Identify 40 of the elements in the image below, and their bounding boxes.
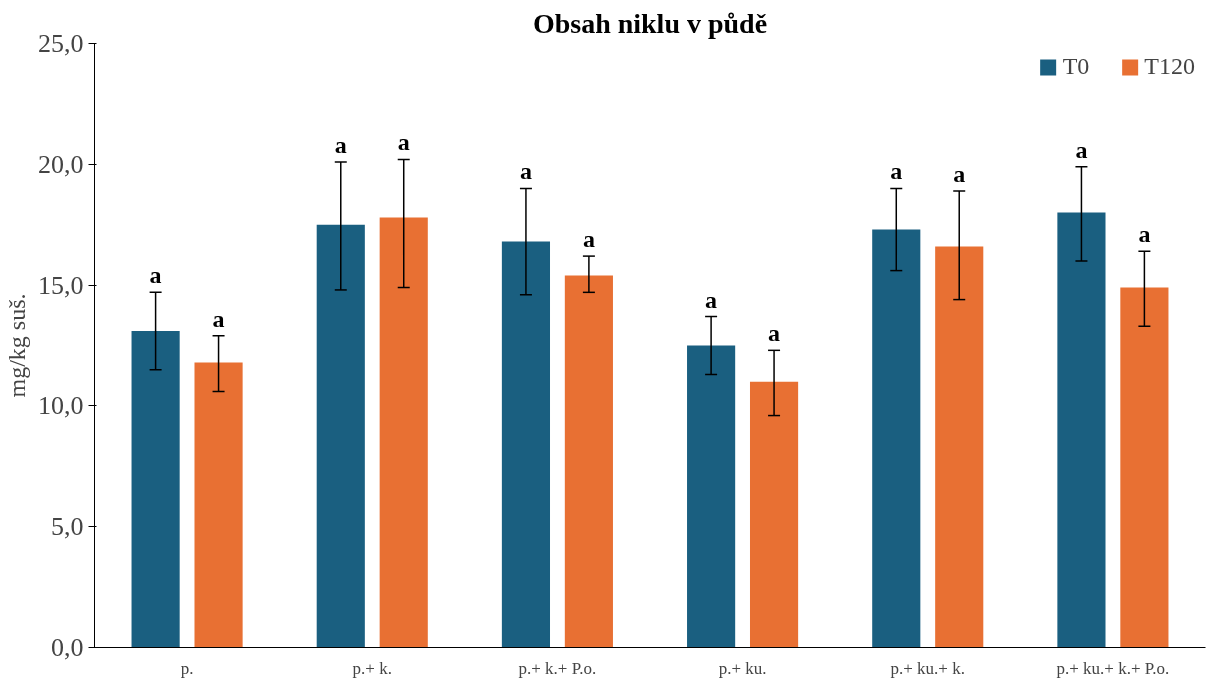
bar (1120, 287, 1169, 648)
bar (379, 217, 428, 648)
x-tick-label: p.+ k. (352, 658, 392, 678)
y-tick-label: 10,0 (38, 391, 84, 421)
data-label: a (582, 226, 595, 253)
data-label: a (519, 158, 532, 185)
y-tick-label: 15,0 (38, 270, 84, 300)
bar (131, 331, 180, 648)
bar (749, 381, 799, 648)
data-label: a (149, 262, 162, 289)
data-label: a (705, 286, 718, 313)
legend-label: T0 (1062, 53, 1090, 80)
bar (316, 224, 365, 648)
data-label: a (397, 129, 410, 156)
y-tick-label: 5,0 (51, 512, 84, 542)
bar (872, 229, 921, 648)
data-label: a (212, 305, 225, 332)
y-tick-label: 25,0 (38, 29, 84, 58)
legend-label: T120 (1144, 53, 1195, 80)
data-label: a (768, 320, 781, 347)
bar (194, 362, 243, 648)
bar (687, 345, 736, 648)
data-label: a (890, 158, 903, 185)
chart-title: Obsah niklu v půdě (532, 7, 768, 39)
data-label: a (1075, 136, 1088, 163)
x-tick-label: p.+ ku.+ k. (890, 658, 965, 678)
bar (1057, 212, 1106, 648)
data-label: a (1138, 221, 1151, 248)
data-label: a (334, 131, 347, 158)
y-axis-title: mg/kg suš. (4, 293, 30, 398)
y-tick-label: 0,0 (51, 633, 84, 662)
x-tick-label: p. (180, 658, 194, 678)
y-tick-label: 20,0 (38, 149, 84, 179)
data-label: a (953, 160, 966, 187)
bar (564, 275, 613, 648)
x-tick-label: p.+ k.+ P.o. (518, 658, 597, 678)
x-tick-label: p.+ ku. (718, 658, 767, 678)
bar (935, 246, 984, 648)
x-tick-label: p.+ ku.+ k.+ P.o. (1056, 658, 1170, 678)
bar (501, 241, 551, 648)
